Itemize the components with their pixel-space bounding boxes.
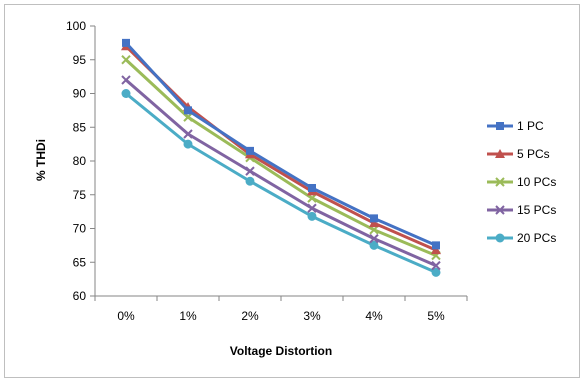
- chart-frame: [4, 4, 580, 378]
- series-5-pcs: [121, 41, 441, 255]
- marker-stroke: [307, 193, 317, 203]
- series-group: [121, 38, 441, 277]
- x-axis-title: Voltage Distortion: [230, 344, 332, 358]
- legend-label: 20 PCs: [517, 231, 556, 245]
- x-tick-label: 4%: [365, 309, 383, 323]
- data-point: [246, 146, 254, 155]
- marker-stroke: [183, 129, 193, 139]
- x-tick-labels: 0% 1% 2% 3% 4% 5%: [117, 309, 445, 323]
- legend: 1 PC 5 PCs 10 PCs 15 PCs 20 PCs: [487, 119, 556, 245]
- data-point: [370, 214, 378, 223]
- data-point: [307, 193, 317, 203]
- x-tick-label: 3%: [303, 309, 321, 323]
- data-point: [184, 106, 192, 115]
- legend-marker: [495, 205, 505, 215]
- x-tick-label: 5%: [427, 309, 445, 323]
- series-20-pcs: [121, 89, 441, 277]
- series-line: [124, 41, 437, 247]
- data-point: [245, 176, 255, 186]
- y-tick-label: 65: [73, 255, 87, 269]
- legend-marker: [495, 149, 505, 158]
- y-tick-label: 70: [73, 222, 87, 236]
- marker-stroke: [495, 177, 505, 187]
- data-point: [369, 218, 379, 228]
- legend-label: 1 PC: [517, 119, 544, 133]
- data-point: [308, 184, 316, 192]
- series-10-pcs: [121, 55, 441, 261]
- data-point: [122, 38, 130, 47]
- legend-item-5-pcs: 5 PCs: [487, 147, 550, 161]
- marker-stroke: [121, 75, 131, 85]
- legend-item-10-pcs: 10 PCs: [487, 175, 556, 189]
- series-line: [124, 58, 437, 257]
- data-point: [245, 166, 255, 176]
- data-point: [183, 112, 193, 122]
- legend-item-1-pc: 1 PC: [487, 119, 544, 133]
- data-point: [121, 89, 131, 98]
- series-line: [124, 45, 437, 252]
- y-tick-label: 85: [73, 120, 87, 134]
- y-axis-title: % THDi: [34, 139, 48, 181]
- marker-stroke: [245, 166, 255, 176]
- data-point: [369, 240, 379, 250]
- marker-stroke: [121, 55, 131, 65]
- marker-stroke: [369, 225, 379, 235]
- x-tick-label: 1%: [179, 309, 197, 323]
- series-line: [125, 78, 437, 268]
- legend-label: 10 PCs: [517, 175, 556, 189]
- x-tick-label: 2%: [241, 309, 259, 323]
- y-tick-label: 75: [73, 188, 87, 202]
- data-point: [431, 267, 441, 277]
- y-tick-label: 80: [73, 154, 87, 168]
- marker-stroke: [183, 112, 193, 122]
- legend-item-20-pcs: 20 PCs: [487, 231, 556, 245]
- legend-item-15-pcs: 15 PCs: [487, 203, 556, 217]
- data-point: [183, 129, 193, 139]
- legend-label: 5 PCs: [517, 147, 550, 161]
- data-point: [121, 55, 131, 65]
- series-1-pc: [122, 38, 440, 250]
- data-point: [432, 241, 440, 250]
- x-tick-label: 0%: [117, 309, 135, 323]
- series-line: [125, 92, 437, 274]
- y-tick-label: 100: [66, 19, 86, 33]
- marker-stroke: [431, 260, 441, 271]
- data-point: [431, 245, 441, 255]
- marker-stroke: [495, 205, 505, 215]
- marker-stroke: [307, 203, 317, 213]
- y-tick-label: 60: [73, 289, 87, 303]
- data-point: [121, 75, 131, 85]
- data-point: [369, 233, 379, 244]
- data-point: [307, 211, 317, 221]
- data-point: [183, 139, 193, 149]
- data-point: [431, 260, 441, 271]
- y-tick-label: 95: [73, 53, 87, 67]
- axes: [90, 25, 468, 301]
- legend-marker: [496, 122, 504, 130]
- series-15-pcs: [121, 75, 441, 271]
- legend-marker: [495, 177, 505, 187]
- data-point: [369, 225, 379, 235]
- data-point: [307, 203, 317, 213]
- marker-stroke: [369, 233, 379, 244]
- legend-label: 15 PCs: [517, 203, 556, 217]
- legend-marker: [495, 233, 505, 243]
- y-tick-label: 90: [73, 87, 87, 101]
- y-tick-labels: 60 65 70 75 80 85 90 95 100: [66, 19, 86, 303]
